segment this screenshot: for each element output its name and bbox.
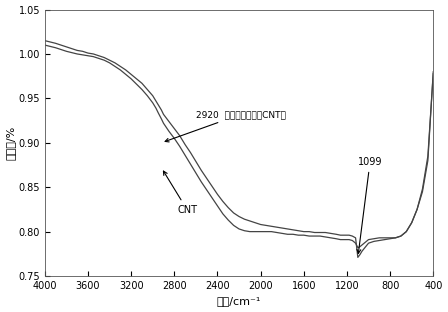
X-axis label: 波数/cm⁻¹: 波数/cm⁻¹ [217,296,261,306]
Text: CNT: CNT [164,171,197,215]
Text: 2920  （环戚二烯改性CNT）: 2920 （环戚二烯改性CNT） [165,110,286,142]
Y-axis label: 透过率/%: 透过率/% [5,126,16,160]
Text: 1099: 1099 [357,157,382,253]
